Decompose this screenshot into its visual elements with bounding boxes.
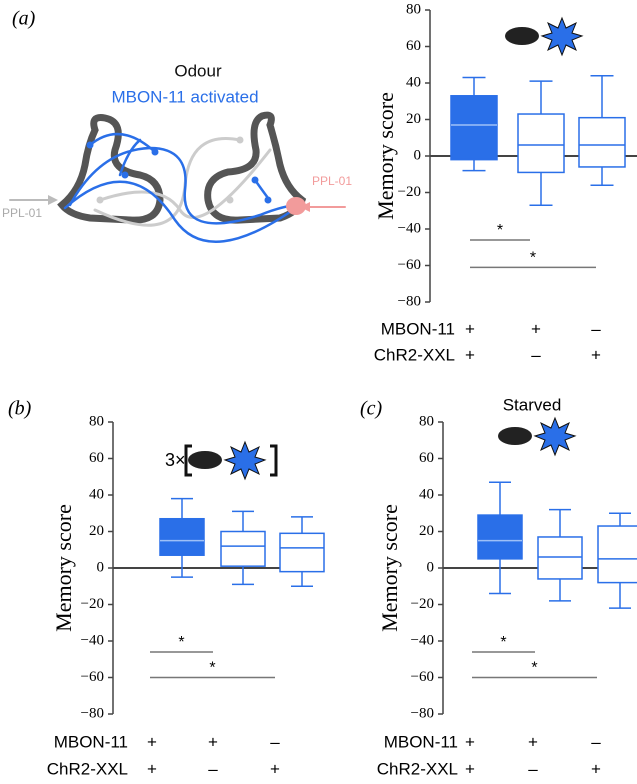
- genotype-mark: +: [465, 319, 475, 338]
- mushroom-body-diagram: [9, 111, 346, 243]
- y-tick-label: 80: [406, 1, 421, 17]
- ppl-label: PPL-01: [2, 206, 42, 220]
- genotype-mark: +: [465, 345, 475, 364]
- chart-title: Starved: [503, 395, 562, 414]
- box: [279, 532, 325, 573]
- y-axis-label: Memory score: [373, 92, 398, 220]
- y-tick-label: −20: [81, 596, 104, 612]
- y-tick-label: 0: [427, 559, 435, 575]
- genotype-mark: –: [208, 759, 218, 778]
- row-label: MBON-11: [384, 732, 458, 751]
- panel-label: (a): [12, 8, 36, 30]
- genotype-mark: –: [591, 319, 601, 338]
- genotype-mark: +: [465, 732, 475, 751]
- genotype-mark: +: [531, 319, 541, 338]
- y-tick-label: −20: [398, 184, 421, 200]
- significance-label: *: [500, 634, 506, 651]
- y-tick-label: 0: [414, 147, 422, 163]
- row-label: ChR2-XXL: [377, 759, 458, 778]
- genotype-mark: –: [591, 732, 601, 751]
- genotype-mark: +: [591, 759, 601, 778]
- y-tick-label: 60: [89, 450, 104, 466]
- genotype-mark: +: [465, 759, 475, 778]
- row-label: MBON-11: [54, 732, 128, 751]
- box: [159, 517, 205, 556]
- y-tick-label: 40: [419, 486, 434, 502]
- y-tick-label: −20: [411, 596, 434, 612]
- box: [578, 116, 626, 168]
- y-tick-label: 20: [89, 523, 104, 539]
- box: [477, 514, 523, 560]
- y-tick-label: 60: [419, 450, 434, 466]
- y-tick-label: −80: [411, 705, 434, 721]
- y-tick-label: −60: [81, 669, 104, 685]
- genotype-mark: +: [208, 732, 218, 751]
- y-tick-label: −40: [411, 632, 434, 648]
- genotype-mark: +: [147, 732, 157, 751]
- genotype-mark: +: [591, 345, 601, 364]
- odour-light-icon: [184, 16, 584, 481]
- row-label: ChR2-XXL: [374, 345, 455, 364]
- y-tick-label: −80: [398, 293, 421, 309]
- row-label: ChR2-XXL: [47, 759, 128, 778]
- diagram-subtitle: MBON-11 activated: [111, 87, 258, 106]
- panel-label: (c): [360, 398, 383, 420]
- y-tick-label: 60: [406, 38, 421, 54]
- y-tick-label: 40: [406, 74, 421, 90]
- annotation: 3×: [165, 450, 186, 470]
- box: [517, 113, 565, 174]
- significance-label: *: [530, 250, 536, 267]
- y-tick-label: −60: [398, 257, 421, 273]
- y-tick-label: −40: [398, 220, 421, 236]
- y-axis-label: Memory score: [51, 504, 76, 632]
- box: [450, 95, 498, 161]
- y-tick-label: 80: [419, 413, 434, 429]
- y-tick-label: 20: [406, 111, 421, 127]
- y-tick-label: −80: [81, 705, 104, 721]
- significance-label: *: [531, 660, 537, 677]
- genotype-mark: +: [147, 759, 157, 778]
- row-label: MBON-11: [381, 319, 455, 338]
- significance-label: *: [178, 634, 184, 651]
- genotype-mark: +: [270, 759, 280, 778]
- panel-label: (b): [8, 398, 32, 420]
- y-tick-label: 80: [89, 413, 104, 429]
- significance-label: *: [209, 660, 215, 677]
- box: [597, 525, 637, 584]
- y-tick-label: 40: [89, 486, 104, 502]
- y-tick-label: 20: [419, 523, 434, 539]
- box: [537, 536, 583, 580]
- y-tick-label: −40: [81, 632, 104, 648]
- y-tick-label: 0: [97, 559, 105, 575]
- significance-label: *: [497, 222, 503, 239]
- y-axis-label: Memory score: [377, 504, 402, 632]
- diagram-title: Odour: [174, 61, 222, 80]
- y-tick-label: −60: [411, 669, 434, 685]
- genotype-mark: –: [531, 345, 541, 364]
- ppl-label: PPL-01: [312, 174, 352, 188]
- genotype-mark: +: [528, 732, 538, 751]
- box: [220, 530, 266, 567]
- genotype-mark: –: [528, 759, 538, 778]
- genotype-mark: –: [270, 732, 280, 751]
